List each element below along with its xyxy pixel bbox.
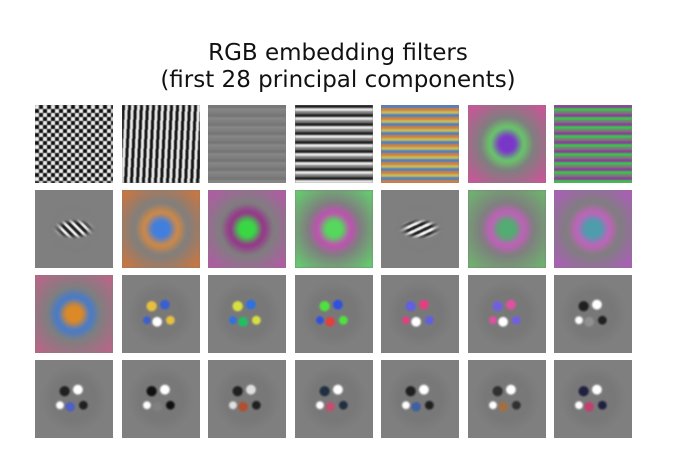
filter-pattern <box>295 275 373 353</box>
filter-pattern <box>35 275 113 353</box>
filter-pattern <box>295 360 373 438</box>
filter-tile-2 <box>122 105 200 183</box>
filter-tile-24 <box>208 360 286 438</box>
filter-tile-16 <box>122 275 200 353</box>
filter-pattern <box>381 190 459 268</box>
filter-pattern <box>122 190 200 268</box>
filter-tile-10 <box>208 190 286 268</box>
filter-pattern <box>122 105 200 183</box>
filter-tile-27 <box>468 360 546 438</box>
figure-title-line-1: RGB embedding filters <box>208 40 468 66</box>
filter-pattern <box>554 190 632 268</box>
filter-pattern <box>554 275 632 353</box>
filter-pattern <box>35 105 113 183</box>
filter-pattern <box>468 190 546 268</box>
filter-pattern <box>208 105 286 183</box>
filter-pattern <box>122 275 200 353</box>
filter-tile-23 <box>122 360 200 438</box>
filter-tile-14 <box>554 190 632 268</box>
filter-pattern <box>208 190 286 268</box>
filter-tile-21 <box>554 275 632 353</box>
filter-pattern <box>295 190 373 268</box>
filter-pattern <box>35 190 113 268</box>
figure-title-line-2: (first 28 principal components) <box>160 67 516 93</box>
filter-pattern <box>381 275 459 353</box>
filter-tile-6 <box>468 105 546 183</box>
filter-pattern <box>381 360 459 438</box>
filter-tile-1 <box>35 105 113 183</box>
filter-pattern <box>295 105 373 183</box>
filter-pattern <box>122 360 200 438</box>
filter-tile-4 <box>295 105 373 183</box>
filter-pattern <box>381 105 459 183</box>
filter-tile-19 <box>381 275 459 353</box>
filter-tile-12 <box>381 190 459 268</box>
filter-pattern <box>468 105 546 183</box>
filter-pattern <box>468 275 546 353</box>
filter-pattern <box>208 275 286 353</box>
filter-tile-25 <box>295 360 373 438</box>
filter-tile-17 <box>208 275 286 353</box>
filter-tile-7 <box>554 105 632 183</box>
filter-tile-5 <box>381 105 459 183</box>
filter-tile-15 <box>35 275 113 353</box>
filter-tile-18 <box>295 275 373 353</box>
filter-tile-22 <box>35 360 113 438</box>
filter-tile-9 <box>122 190 200 268</box>
filter-tile-13 <box>468 190 546 268</box>
filter-tile-20 <box>468 275 546 353</box>
filter-tile-26 <box>381 360 459 438</box>
filter-pattern <box>208 360 286 438</box>
filter-pattern <box>468 360 546 438</box>
filter-tile-8 <box>35 190 113 268</box>
filter-pattern <box>35 360 113 438</box>
filter-tile-3 <box>208 105 286 183</box>
filter-pattern <box>554 105 632 183</box>
filter-pattern <box>554 360 632 438</box>
filter-tile-11 <box>295 190 373 268</box>
filter-tile-28 <box>554 360 632 438</box>
